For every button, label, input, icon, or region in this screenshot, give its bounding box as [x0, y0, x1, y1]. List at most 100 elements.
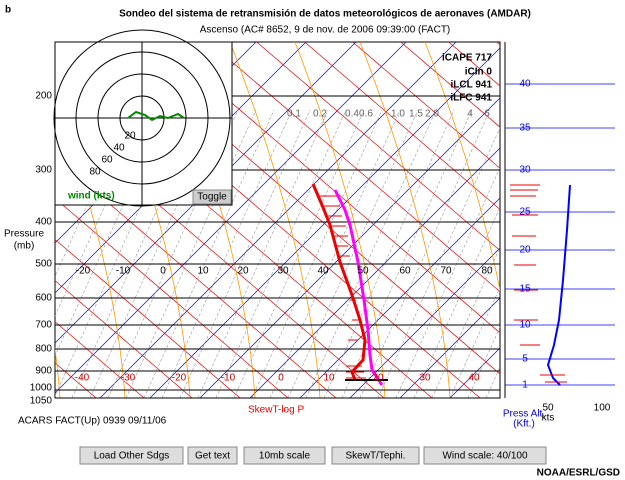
dry-adiabat: [256, 42, 500, 252]
mixing-line: [107, 109, 239, 398]
label: 1: [522, 380, 528, 391]
label: 0.2: [313, 109, 327, 120]
mixing-line: [359, 109, 491, 398]
label: Sondeo del sistema de retransmisión de d…: [119, 9, 531, 20]
label: 10mb scale: [259, 451, 311, 462]
mixing-line: [55, 109, 131, 277]
mixing-line: [161, 109, 293, 398]
label: ACARS FACT(Up) 0939 09/11/06: [18, 416, 167, 427]
label: 0: [278, 373, 284, 384]
label: 6: [484, 109, 490, 120]
label: -20: [172, 373, 187, 384]
mixing-line: [467, 326, 500, 398]
mixing-line: [612, 110, 625, 398]
label: iCAPE 717: [442, 53, 492, 64]
mixing-line: [522, 110, 625, 398]
label: SkewT-log P: [248, 405, 304, 416]
mixing-line: [558, 110, 625, 398]
label: 900: [35, 366, 52, 377]
dry-adiabat: [55, 321, 145, 398]
label: 80: [89, 167, 101, 178]
dry-adiabat: [304, 42, 500, 210]
label: 50: [357, 266, 369, 277]
hodograph-frame: [54, 41, 233, 206]
label: -40: [75, 373, 90, 384]
label: 60: [399, 266, 411, 277]
label: (Kft.): [513, 419, 535, 430]
isotherm: [199, 97, 500, 398]
label: 500: [35, 259, 52, 270]
label: 1.0: [391, 109, 405, 120]
mixing-line: [125, 109, 257, 398]
button[interactable]: [79, 446, 184, 465]
isotherm: [149, 47, 500, 398]
label: 80: [481, 266, 493, 277]
label: 40: [468, 373, 480, 384]
mixing-line: [71, 109, 203, 398]
label: Get text: [195, 451, 230, 462]
mixing-line: [55, 109, 167, 357]
label: -10: [116, 266, 131, 277]
label: kts: [542, 413, 555, 424]
label: 40: [113, 143, 125, 154]
dry-adiabat: [55, 280, 193, 398]
mixing-line: [431, 246, 500, 398]
label: 1.5: [409, 109, 423, 120]
label: iLCL 941: [451, 80, 493, 91]
dewpoint-profile: [333, 189, 384, 386]
hodograph: [53, 29, 233, 207]
dry-adiabat: [496, 42, 500, 46]
label: 0.4: [345, 109, 359, 120]
label: iCIn 0: [465, 67, 493, 78]
isotherm: [499, 397, 500, 398]
label: 30: [419, 373, 431, 384]
label: -10: [221, 373, 236, 384]
label: 50: [542, 403, 554, 414]
label: 10: [519, 320, 531, 331]
label: 30: [277, 266, 289, 277]
dry-adiabat: [55, 197, 289, 398]
button[interactable]: [423, 446, 547, 465]
dry-adiabat: [208, 42, 500, 293]
dry-adiabat: [55, 238, 241, 398]
moist-adiabat: [55, 346, 61, 398]
label: 5: [522, 354, 528, 365]
label: Pressure: [4, 229, 44, 240]
label: 4: [467, 109, 473, 120]
mixing-line: [323, 109, 455, 398]
button[interactable]: [243, 446, 326, 465]
button[interactable]: [331, 446, 420, 465]
label: (mb): [14, 241, 35, 252]
label: 20: [124, 131, 136, 142]
label: 0: [160, 266, 166, 277]
isotherm: [249, 147, 500, 398]
mixing-line: [594, 110, 625, 398]
temperature-profile: [311, 183, 367, 381]
mixing-line: [395, 166, 500, 398]
label: Ascenso (AC# 8652, 9 de nov. de 2006 09:…: [200, 25, 451, 36]
panel-barbs: [510, 184, 567, 383]
mixing-line: [449, 286, 500, 398]
mixing-line: [143, 109, 275, 398]
isotherm: [0, 38, 10, 398]
label: 0.6: [359, 109, 373, 120]
label: 70: [440, 266, 452, 277]
toggle-button[interactable]: [192, 189, 232, 205]
label: 100: [594, 403, 611, 414]
isotherm: [399, 297, 500, 398]
mixing-line: [55, 109, 149, 317]
isotherm: [299, 197, 500, 398]
label: 25: [519, 207, 531, 218]
label: 2.0: [425, 109, 439, 120]
label: 600: [35, 293, 52, 304]
label: -20: [76, 266, 91, 277]
mixing-line: [287, 109, 419, 398]
button[interactable]: [187, 446, 238, 465]
sounding: [311, 183, 388, 386]
label: NOAA/ESRL/GSD: [537, 468, 620, 479]
mixing-line: [251, 109, 383, 398]
mixing-line: [89, 109, 221, 398]
label: 400: [35, 217, 52, 228]
label: 10: [323, 373, 335, 384]
label: 1050: [30, 396, 53, 407]
